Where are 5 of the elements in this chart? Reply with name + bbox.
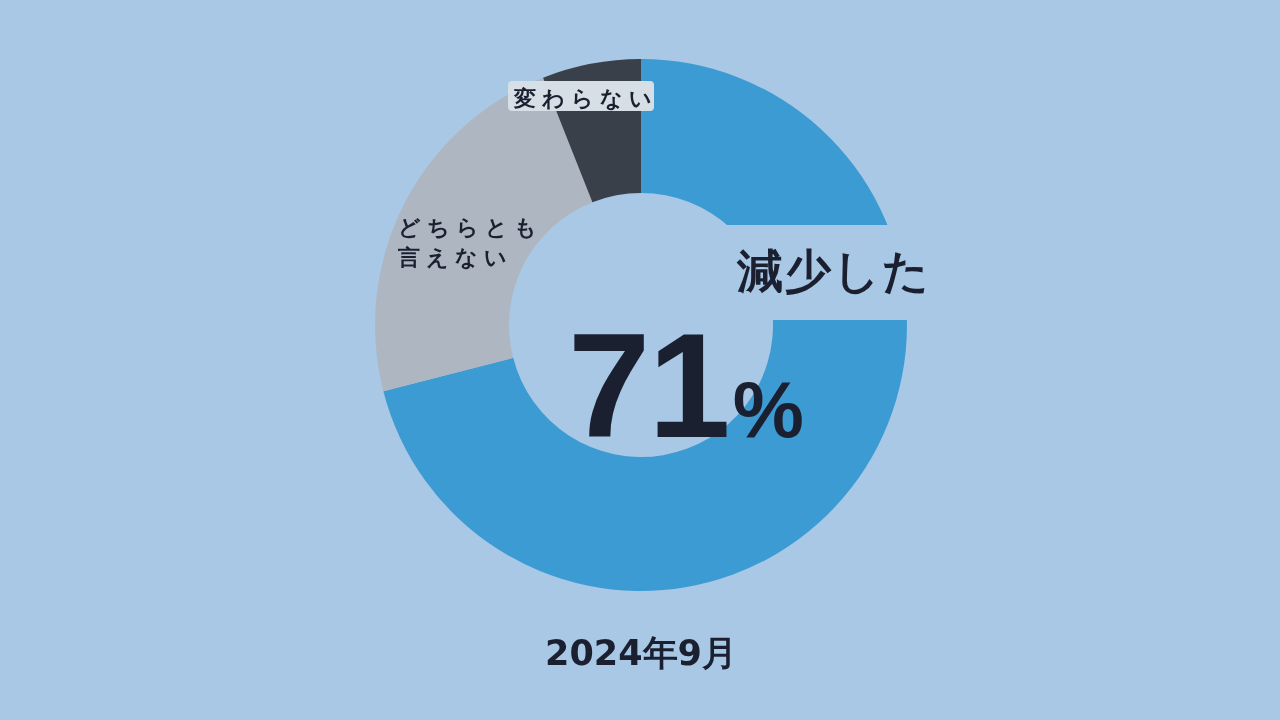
text: 2024年9月 bbox=[544, 632, 738, 674]
slice-label: 変わらない bbox=[513, 86, 658, 111]
slice-label: 減少した bbox=[736, 244, 931, 298]
data-label: 71% bbox=[568, 303, 804, 468]
slice-label: どちらとも言えない bbox=[397, 215, 543, 270]
